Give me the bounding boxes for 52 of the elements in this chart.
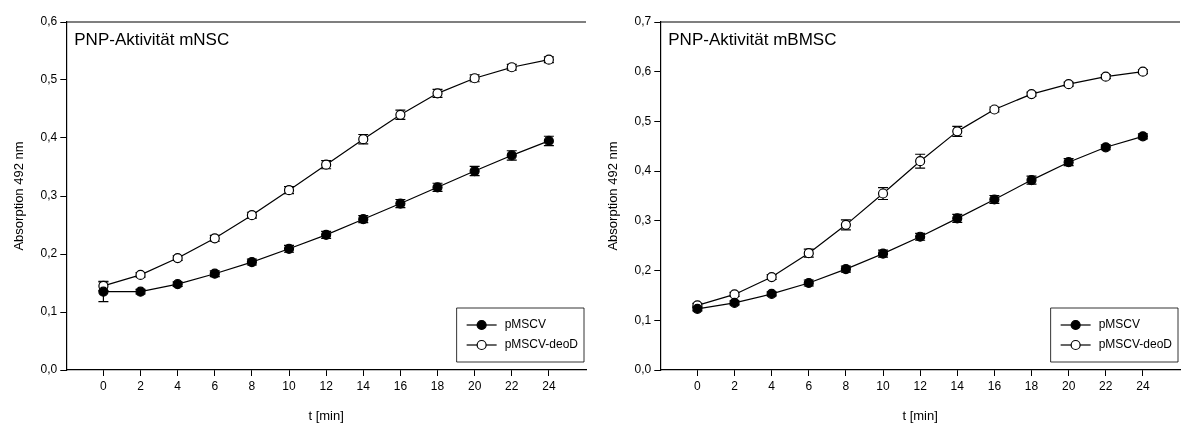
- y-tick-label: 0,7: [634, 14, 652, 29]
- x-tick-label: 24: [1136, 378, 1150, 393]
- y-tick-label: 0,5: [40, 72, 58, 87]
- x-tick-label: 6: [211, 378, 219, 393]
- x-tick-label: 8: [842, 378, 850, 393]
- x-tick-label: 2: [731, 378, 739, 393]
- x-tick-label: 22: [1099, 378, 1113, 393]
- x-tick-label: 14: [950, 378, 965, 393]
- y-tick-label: 0,4: [40, 130, 58, 145]
- x-tick-label: 20: [467, 378, 482, 393]
- y-tick-label: 0,1: [40, 304, 58, 319]
- x-tick-label: 4: [174, 378, 182, 393]
- x-axis-title: t [min]: [308, 407, 344, 423]
- legend-label: pMSCV-deoD: [1098, 337, 1173, 352]
- legend-label: pMSCV-deoD: [504, 337, 579, 352]
- y-tick-label: 0,2: [634, 262, 652, 277]
- point: [98, 286, 109, 297]
- x-tick-label: 14: [356, 378, 371, 393]
- x-tick-label: 22: [505, 378, 519, 393]
- y-tick-label: 0,2: [40, 246, 58, 261]
- legend-label: pMSCV: [504, 317, 546, 332]
- x-tick-label: 8: [248, 378, 256, 393]
- x-tick-label: 0: [100, 378, 108, 393]
- x-tick-label: 4: [768, 378, 776, 393]
- y-tick-label: 0,0: [634, 362, 652, 377]
- x-tick-label: 16: [987, 378, 1002, 393]
- x-tick-label: 2: [137, 378, 145, 393]
- y-axis-title: Absorption 492 nm: [605, 141, 621, 251]
- x-tick-label: 16: [393, 378, 408, 393]
- x-tick-label: 18: [430, 378, 445, 393]
- x-tick-label: 24: [542, 378, 556, 393]
- y-tick-label: 0,6: [634, 64, 652, 79]
- y-tick-label: 0,3: [634, 213, 652, 228]
- x-tick-label: 10: [876, 378, 891, 393]
- legend-label: pMSCV: [1098, 317, 1140, 332]
- x-tick-label: 20: [1061, 378, 1076, 393]
- y-tick-label: 0,5: [634, 113, 652, 128]
- x-tick-label: 18: [1024, 378, 1039, 393]
- y-tick-label: 0,4: [634, 163, 652, 178]
- y-tick-label: 0,3: [40, 188, 58, 203]
- text: PNP-Aktivität mNSC: [74, 30, 230, 50]
- y-tick-label: 0,0: [40, 362, 58, 377]
- x-axis-title: t [min]: [902, 407, 938, 423]
- x-tick-label: 6: [805, 378, 813, 393]
- x-tick-label: 0: [694, 378, 702, 393]
- x-tick-label: 12: [319, 378, 334, 393]
- x-tick-label: 12: [913, 378, 928, 393]
- y-axis-title: Absorption 492 nm: [11, 141, 27, 251]
- x-tick-label: 10: [282, 378, 297, 393]
- text: PNP-Aktivität mBMSC: [668, 30, 837, 50]
- y-tick-label: 0,6: [40, 14, 58, 29]
- y-tick-label: 0,1: [634, 312, 652, 327]
